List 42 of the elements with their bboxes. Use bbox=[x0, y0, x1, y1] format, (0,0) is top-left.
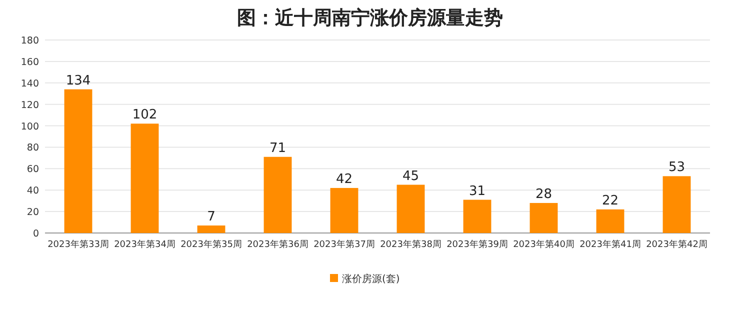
x-tick-label: 2023年第37周 bbox=[314, 239, 375, 250]
x-tick-label: 2023年第34周 bbox=[114, 239, 176, 250]
bar bbox=[662, 176, 691, 233]
x-tick-label: 2023年第35周 bbox=[180, 239, 242, 250]
data-label: 28 bbox=[535, 186, 552, 202]
x-tick-label: 2023年第38周 bbox=[380, 239, 442, 250]
legend-label: 涨价房源(套) bbox=[342, 273, 400, 285]
y-tick-label: 40 bbox=[26, 186, 39, 197]
data-label: 42 bbox=[336, 172, 353, 187]
y-tick-label: 60 bbox=[26, 164, 39, 176]
y-tick-label: 180 bbox=[20, 36, 39, 46]
data-label: 53 bbox=[668, 160, 686, 176]
bar bbox=[396, 184, 425, 233]
bar bbox=[197, 225, 226, 233]
y-tick-label: 20 bbox=[26, 207, 39, 218]
y-tick-label: 120 bbox=[20, 100, 39, 111]
x-tick-label: 2023年第39周 bbox=[446, 239, 508, 250]
x-tick-label: 2023年第40周 bbox=[513, 239, 574, 250]
data-label: 134 bbox=[66, 73, 91, 88]
data-label: 7 bbox=[207, 209, 216, 224]
data-label: 71 bbox=[269, 140, 286, 156]
x-tick-label: 2023年第36周 bbox=[247, 239, 308, 250]
bar bbox=[530, 202, 558, 233]
data-label: 102 bbox=[132, 108, 158, 123]
bar bbox=[130, 124, 159, 233]
y-tick-label: 140 bbox=[20, 78, 39, 90]
bar bbox=[596, 209, 624, 233]
y-tick-label: 160 bbox=[20, 56, 39, 68]
bar bbox=[64, 89, 92, 233]
x-tick-label: 2023年第42周 bbox=[646, 239, 708, 250]
x-tick-label: 2023年第41周 bbox=[580, 239, 641, 250]
data-label: 31 bbox=[468, 184, 486, 199]
y-tick-label: 100 bbox=[20, 121, 39, 132]
bar bbox=[330, 188, 358, 233]
y-tick-label: 0 bbox=[32, 228, 39, 240]
y-tick-label: 80 bbox=[26, 142, 39, 154]
x-tick-label: 2023年第33周 bbox=[48, 239, 109, 250]
bar bbox=[463, 200, 492, 233]
bar bbox=[264, 156, 292, 233]
data-label: 45 bbox=[402, 168, 420, 184]
chart-title: 图：近十周南宁涨价房源量走势 bbox=[237, 7, 503, 29]
data-label: 22 bbox=[602, 193, 619, 208]
